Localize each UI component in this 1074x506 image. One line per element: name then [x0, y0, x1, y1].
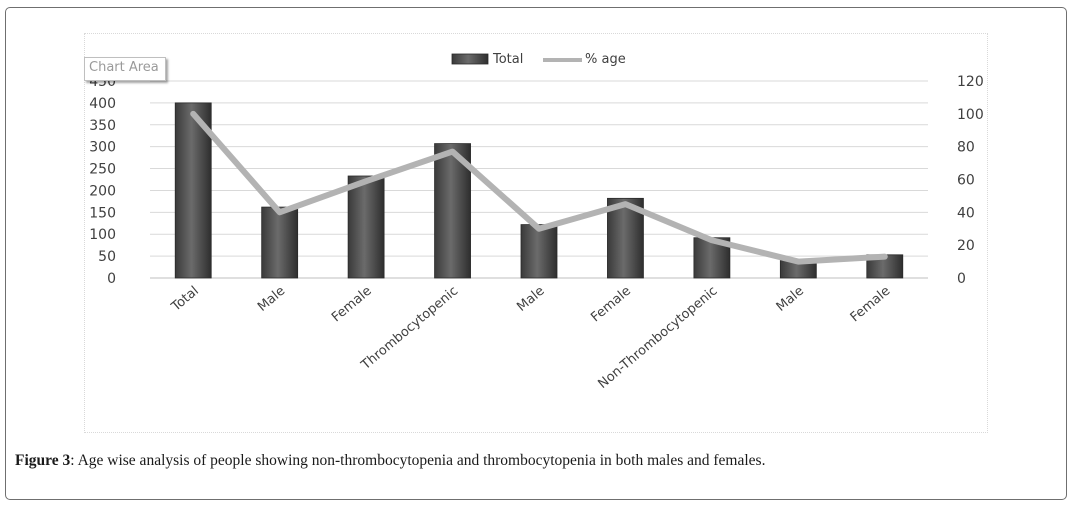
left-axis-tick-label: 50 — [98, 249, 116, 265]
x-axis-category-label: Female — [588, 284, 634, 326]
bar[interactable] — [347, 175, 385, 279]
x-axis-category-label: Male — [774, 284, 807, 315]
bar[interactable] — [261, 206, 299, 279]
figure-caption-text: : Age wise analysis of people showing no… — [70, 452, 766, 469]
bar-series — [174, 102, 904, 279]
left-axis-tick-label: 300 — [89, 140, 116, 156]
x-axis-category-label: Male — [514, 284, 547, 315]
gridlines — [150, 80, 928, 279]
left-axis-tick-label: 150 — [89, 205, 116, 221]
bar[interactable] — [174, 102, 212, 279]
right-axis-tick-label: 40 — [957, 205, 975, 221]
figure-caption: Figure 3: Age wise analysis of people sh… — [15, 452, 765, 470]
legend-total-swatch — [451, 53, 489, 65]
legend-total-label: Total — [492, 52, 523, 67]
right-axis-tick-label: 20 — [957, 238, 975, 254]
left-axis-tick-label: 200 — [89, 183, 116, 199]
percent-line[interactable] — [190, 110, 888, 265]
chart-area-tooltip: Chart Area — [84, 57, 166, 81]
bar[interactable] — [520, 224, 558, 279]
left-axis-tick-label: 350 — [89, 118, 116, 134]
figure-label: Figure 3 — [15, 452, 71, 469]
right-axis-tick-label: 80 — [957, 140, 975, 156]
percent-line-series — [190, 110, 888, 265]
x-axis-category-label: Total — [168, 284, 202, 316]
legend-percent-label: % age — [585, 52, 626, 67]
left-axis-tick-label: 250 — [89, 162, 116, 178]
x-axis-category-label: Male — [255, 284, 288, 315]
right-y-axis: 0 20 40 60 80 100 120 — [957, 74, 984, 287]
right-axis-tick-label: 100 — [957, 107, 984, 123]
x-axis-category-label: Thrombocytopenic — [358, 284, 461, 374]
legend[interactable]: Total % age — [451, 52, 626, 67]
x-axis-category-label: Female — [848, 284, 894, 326]
x-axis-category-label: Female — [329, 284, 375, 326]
chart-area[interactable] — [84, 33, 988, 433]
left-axis-tick-label: 0 — [107, 271, 116, 287]
right-axis-tick-label: 0 — [957, 271, 966, 287]
left-axis-tick-label: 400 — [89, 96, 116, 112]
right-axis-tick-label: 60 — [957, 173, 975, 189]
right-axis-tick-label: 120 — [957, 74, 984, 90]
left-axis-tick-label: 100 — [89, 227, 116, 243]
